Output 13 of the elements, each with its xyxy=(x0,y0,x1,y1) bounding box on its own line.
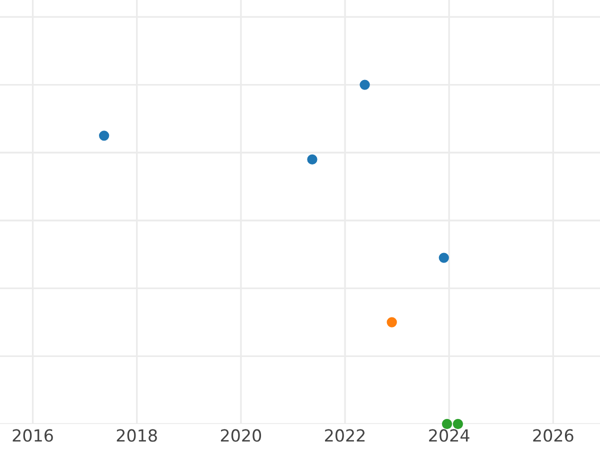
point xyxy=(98,130,110,141)
point xyxy=(438,252,449,263)
x-tick-label: 2018 xyxy=(116,429,157,442)
point xyxy=(442,418,452,430)
x-tick-label: 2016 xyxy=(12,429,53,442)
x-tick-label: 2020 xyxy=(220,429,262,442)
point xyxy=(452,418,464,430)
point xyxy=(360,80,370,90)
x-tick-label: 2024 xyxy=(429,429,470,442)
point xyxy=(307,154,318,165)
x-tick-label: 2022 xyxy=(325,429,365,442)
x-tick-label: 2026 xyxy=(533,429,574,442)
point xyxy=(386,317,397,328)
